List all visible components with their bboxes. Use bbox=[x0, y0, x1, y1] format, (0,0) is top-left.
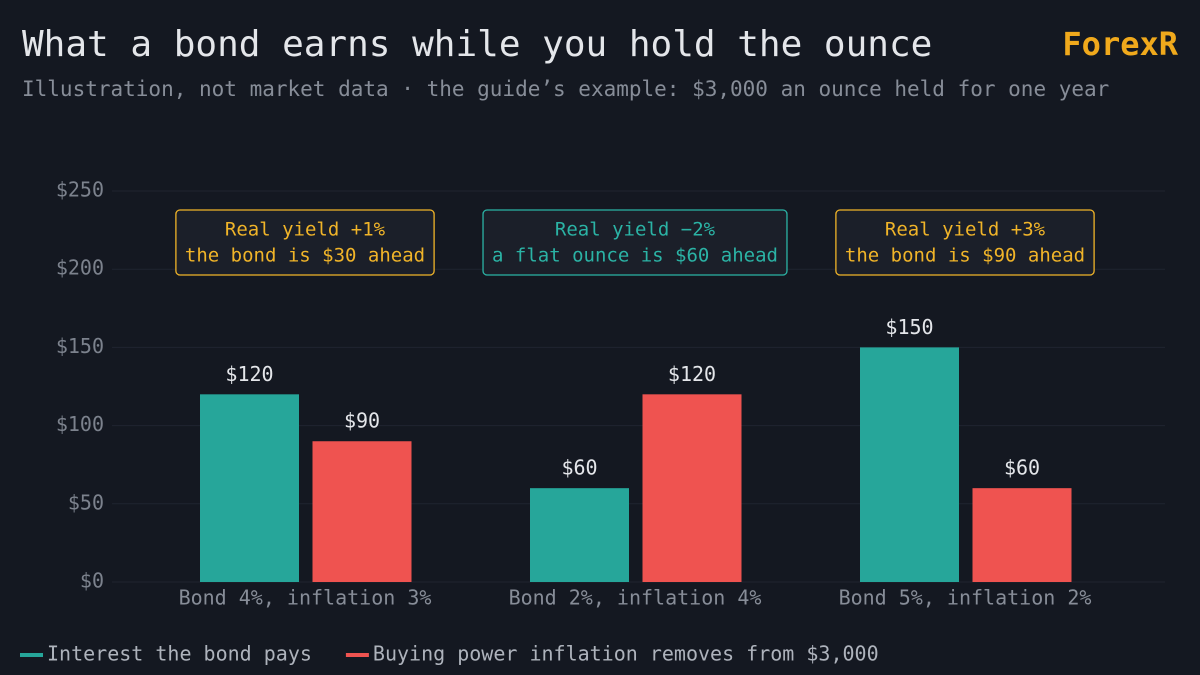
chart-title: What a bond earns while you hold the oun… bbox=[22, 24, 932, 65]
annotation-text: the bond is $90 ahead bbox=[845, 245, 1085, 267]
value-label: $60 bbox=[561, 456, 597, 480]
annotation-text: Real yield +1% bbox=[225, 219, 386, 241]
y-tick-label: $150 bbox=[56, 334, 104, 358]
bar bbox=[200, 394, 299, 582]
annotation-text: Real yield +3% bbox=[885, 219, 1046, 241]
value-label: $90 bbox=[344, 409, 380, 433]
bar bbox=[972, 488, 1072, 582]
annotation-box bbox=[175, 209, 435, 276]
annotation-text: a flat ounce is $60 ahead bbox=[492, 245, 778, 267]
value-label: $60 bbox=[1004, 456, 1040, 480]
bar bbox=[642, 394, 742, 582]
annotation-text: the bond is $30 ahead bbox=[185, 245, 425, 267]
y-tick-label: $250 bbox=[56, 178, 104, 202]
x-tick-label: Bond 5%, inflation 2% bbox=[839, 586, 1092, 610]
bar bbox=[530, 488, 629, 582]
y-tick-label: $200 bbox=[56, 256, 104, 280]
x-tick-label: Bond 4%, inflation 3% bbox=[179, 586, 432, 610]
legend-label: Interest the bond pays bbox=[47, 642, 312, 666]
brand: ForexR bbox=[1062, 25, 1178, 63]
y-tick-label: $50 bbox=[68, 490, 104, 514]
annotation-box bbox=[835, 209, 1095, 276]
annotation-box bbox=[482, 209, 788, 276]
x-tick-label: Bond 2%, inflation 4% bbox=[509, 586, 762, 610]
legend-label: Buying power inflation removes from $3,0… bbox=[373, 642, 879, 666]
bar bbox=[312, 441, 412, 582]
y-tick-label: $0 bbox=[80, 569, 104, 593]
bar bbox=[860, 347, 959, 582]
annotation-text: Real yield −2% bbox=[555, 219, 716, 241]
chart-subtitle: Illustration, not market data · the guid… bbox=[22, 77, 1109, 101]
value-label: $150 bbox=[885, 315, 933, 339]
y-tick-label: $100 bbox=[56, 412, 104, 436]
value-label: $120 bbox=[668, 362, 716, 386]
value-label: $120 bbox=[225, 362, 273, 386]
